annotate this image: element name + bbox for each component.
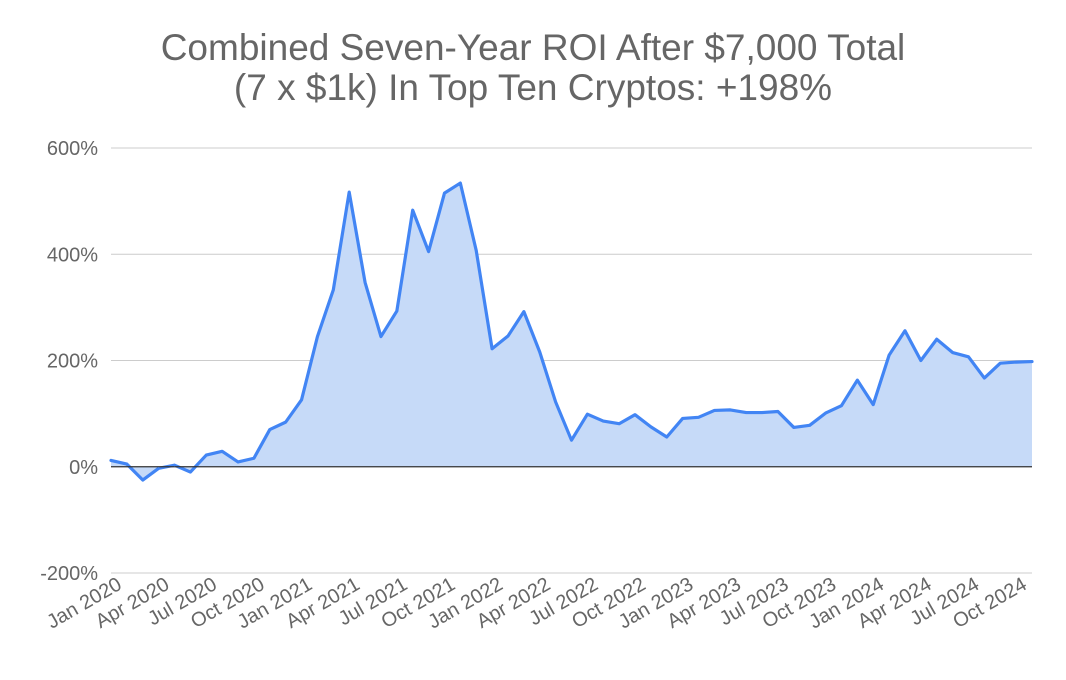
data-point: [602, 419, 605, 423]
y-tick-label: 200%: [47, 351, 98, 373]
data-point: [856, 378, 859, 382]
data-point: [665, 435, 668, 439]
data-point: [760, 411, 764, 414]
data-point: [887, 353, 891, 357]
y-tick-label: 0%: [69, 457, 98, 479]
data-point: [633, 413, 637, 416]
data-points: [109, 181, 1034, 482]
data-point: [490, 347, 494, 351]
data-point: [475, 249, 478, 252]
data-point: [697, 416, 700, 419]
data-point: [443, 191, 446, 195]
data-point: [570, 438, 573, 442]
data-point: [427, 250, 430, 253]
data-point: [252, 457, 256, 460]
data-point: [1030, 360, 1034, 363]
y-tick-label: 600%: [47, 138, 98, 160]
data-point: [363, 281, 367, 284]
data-point: [522, 310, 526, 313]
y-axis-ticks: 600% 400% 200% 0% -200%: [40, 138, 98, 585]
data-point: [395, 309, 399, 313]
data-point: [824, 411, 827, 415]
chart-title: Combined Seven-Year ROI After $7,000 Tot…: [0, 28, 1066, 108]
data-point: [157, 467, 160, 470]
area-series: [109, 181, 1034, 482]
data-point: [983, 376, 986, 380]
data-point: [919, 359, 923, 362]
data-point: [1014, 360, 1018, 364]
data-point: [459, 181, 462, 185]
data-point: [713, 409, 716, 412]
data-point: [792, 426, 796, 429]
y-tick-label: -200%: [40, 563, 98, 585]
data-point: [951, 351, 954, 354]
data-point: [379, 335, 383, 338]
data-point: [617, 422, 621, 425]
data-point: [284, 420, 287, 424]
data-point: [872, 403, 875, 406]
data-point: [935, 338, 938, 341]
data-point: [411, 208, 414, 212]
data-point: [332, 288, 335, 292]
data-point: [999, 361, 1002, 365]
data-point: [649, 425, 653, 429]
data-point: [840, 404, 843, 407]
data-point: [236, 460, 240, 464]
data-point: [109, 459, 113, 462]
data-point: [554, 400, 557, 404]
data-point: [903, 329, 907, 332]
data-point: [808, 424, 811, 427]
data-point: [316, 335, 319, 338]
data-point: [173, 463, 176, 467]
data-point: [586, 412, 589, 416]
chart-title-line-1: Combined Seven-Year ROI After $7,000 Tot…: [160, 27, 906, 68]
data-point: [268, 428, 271, 431]
data-point: [506, 334, 510, 338]
area-fill: [111, 183, 1032, 481]
data-point: [220, 450, 224, 453]
data-point: [681, 417, 684, 420]
chart-title-line-2: (7 x $1k) In Top Ten Cryptos: +198%: [233, 67, 833, 108]
data-point: [300, 398, 303, 402]
data-point: [729, 408, 732, 412]
data-point: [141, 478, 144, 482]
data-point: [125, 462, 129, 466]
data-point: [776, 410, 780, 413]
data-point: [967, 355, 970, 358]
data-point: [189, 470, 192, 474]
data-point: [347, 190, 351, 194]
data-point: [744, 411, 748, 414]
data-point: [538, 350, 541, 354]
data-point: [205, 453, 208, 457]
gridlines: [111, 147, 1032, 574]
y-tick-label: 400%: [47, 244, 98, 266]
